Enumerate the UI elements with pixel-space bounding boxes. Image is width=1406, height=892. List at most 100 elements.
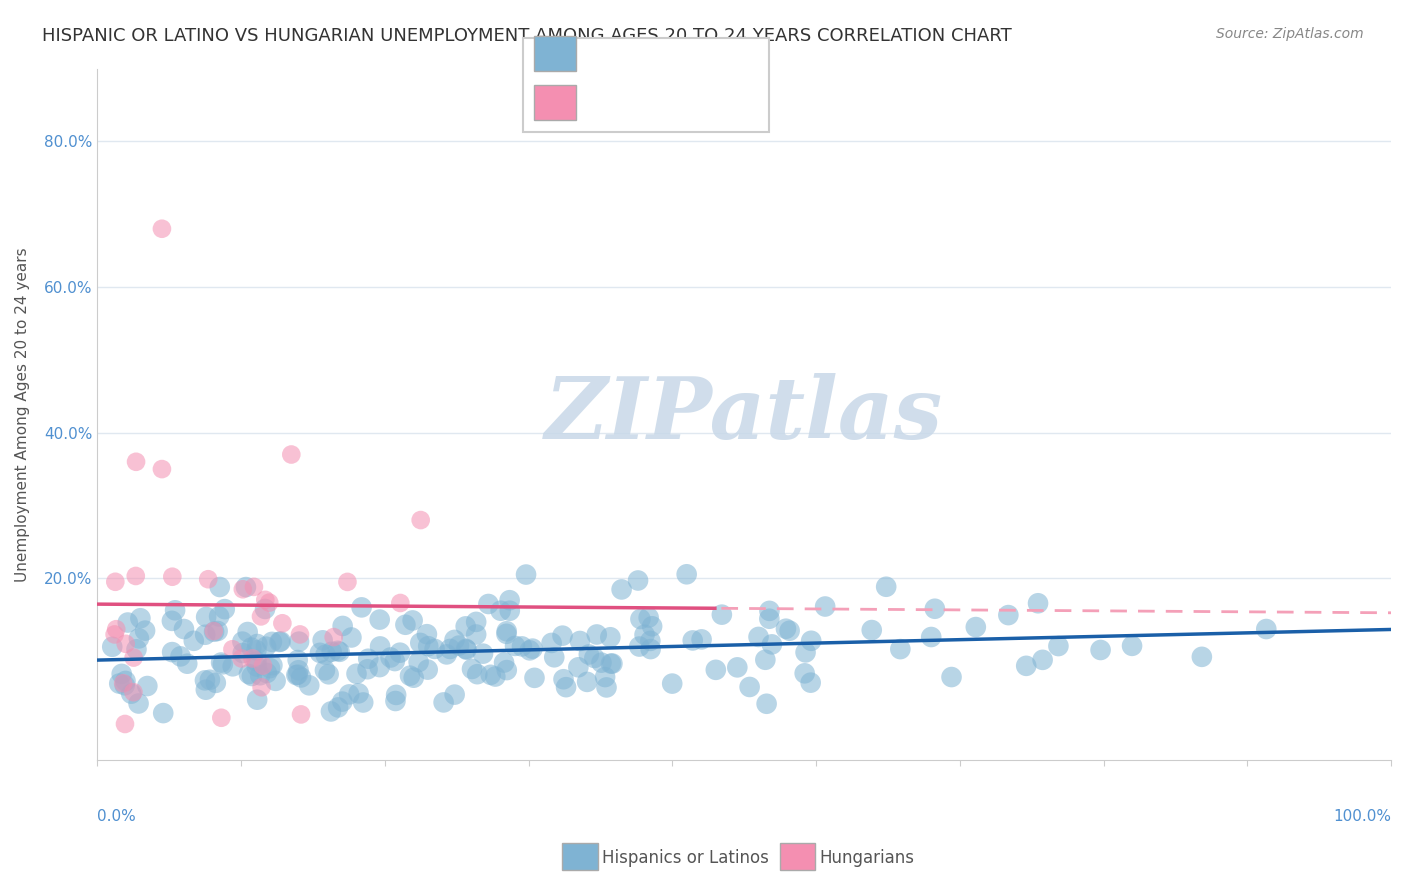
Point — [114, 637, 136, 651]
Point — [630, 612, 652, 626]
Point — [640, 633, 662, 648]
Point — [245, 643, 267, 657]
Point — [183, 633, 205, 648]
Point — [495, 624, 517, 639]
Point — [204, 676, 226, 690]
Point — [738, 680, 761, 694]
Point — [259, 596, 281, 610]
Point — [240, 640, 263, 655]
Point — [889, 642, 911, 657]
Point — [350, 600, 373, 615]
Text: Hungarians: Hungarians — [820, 849, 915, 867]
Point — [240, 669, 263, 683]
Point — [162, 570, 184, 584]
Point — [150, 221, 173, 235]
Point — [150, 462, 173, 476]
Point — [318, 667, 340, 681]
Point — [924, 601, 946, 615]
Point — [551, 629, 574, 643]
Point — [169, 649, 191, 664]
Point — [758, 612, 780, 626]
Point — [779, 624, 801, 638]
Point — [231, 634, 253, 648]
Point — [252, 658, 274, 673]
Point — [755, 697, 778, 711]
Point — [640, 642, 662, 657]
Point — [498, 593, 520, 607]
Point — [125, 569, 148, 583]
Point — [262, 658, 284, 673]
Point — [661, 676, 683, 690]
Point — [288, 627, 311, 641]
Point — [128, 632, 150, 646]
Point — [599, 630, 621, 644]
Point — [260, 635, 283, 649]
Point — [627, 574, 650, 588]
Point — [965, 620, 987, 634]
Point — [725, 660, 748, 674]
Point — [152, 706, 174, 720]
Point — [117, 615, 139, 630]
Point — [298, 678, 321, 692]
Point — [465, 627, 488, 641]
Point — [628, 640, 651, 654]
Point — [510, 640, 533, 654]
Point — [436, 648, 458, 662]
Point — [238, 667, 260, 681]
Text: R = 0.289   N = 195: R = 0.289 N = 195 — [583, 40, 751, 58]
Point — [384, 694, 406, 708]
Point — [269, 635, 291, 649]
Point — [250, 680, 273, 694]
Point — [290, 707, 312, 722]
Point — [454, 641, 477, 656]
Point — [523, 671, 546, 685]
Point — [245, 655, 267, 669]
Point — [122, 685, 145, 699]
Point — [264, 673, 287, 688]
Point — [368, 660, 391, 674]
Point — [495, 663, 517, 677]
Point — [540, 636, 562, 650]
Point — [246, 637, 269, 651]
Point — [194, 628, 217, 642]
Point — [384, 654, 406, 668]
Point — [576, 674, 599, 689]
Point — [758, 604, 780, 618]
Point — [494, 656, 516, 670]
Point — [222, 659, 245, 673]
Point — [165, 603, 187, 617]
Point — [368, 613, 391, 627]
Point — [602, 657, 624, 671]
Point — [747, 630, 769, 644]
Point — [479, 668, 502, 682]
Point — [860, 623, 883, 637]
Point — [499, 604, 522, 618]
Point — [578, 648, 600, 662]
Point — [112, 676, 135, 690]
Point — [418, 639, 440, 653]
Point — [433, 695, 456, 709]
Point — [593, 670, 616, 684]
Point — [401, 614, 423, 628]
Point — [208, 580, 231, 594]
Point — [198, 673, 221, 687]
Point — [357, 651, 380, 665]
Text: R = 0.086   N =  34: R = 0.086 N = 34 — [583, 89, 745, 107]
Text: HISPANIC OR LATINO VS HUNGARIAN UNEMPLOYMENT AMONG AGES 20 TO 24 YEARS CORRELATI: HISPANIC OR LATINO VS HUNGARIAN UNEMPLOY… — [42, 27, 1012, 45]
Point — [250, 609, 273, 624]
Point — [423, 641, 446, 656]
Point — [314, 663, 336, 677]
Point — [105, 622, 128, 636]
Point — [114, 717, 136, 731]
Point — [315, 648, 337, 662]
Point — [555, 680, 578, 694]
Point — [408, 655, 430, 669]
Point — [160, 614, 183, 628]
Point — [346, 666, 368, 681]
Point — [134, 624, 156, 638]
Point — [675, 567, 697, 582]
Point — [814, 599, 837, 614]
Point — [775, 622, 797, 636]
Point — [710, 607, 733, 622]
Point — [591, 656, 613, 670]
